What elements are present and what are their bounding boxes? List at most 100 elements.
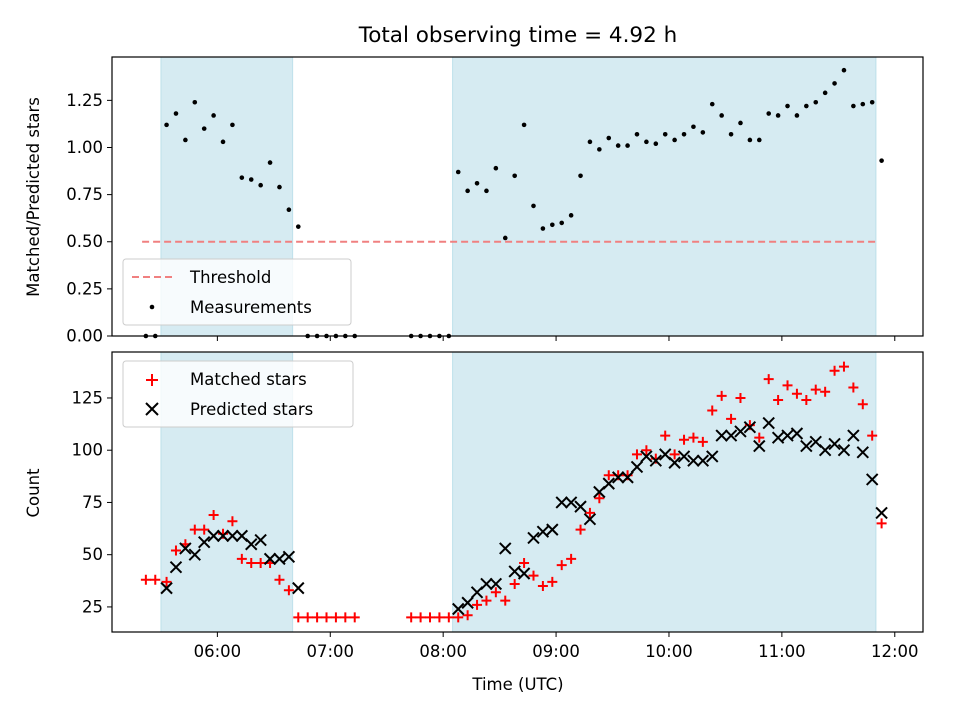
matched-point <box>669 449 680 460</box>
measurement-point <box>239 175 245 180</box>
predicted-point <box>555 496 568 509</box>
predicted-point <box>254 533 267 547</box>
matched-point <box>584 507 595 518</box>
matched-point <box>170 545 181 556</box>
top-ytick-label: 0.75 <box>66 185 103 204</box>
predicted-point <box>771 431 785 444</box>
measurement-point <box>597 147 602 152</box>
bottom-axes-frame <box>111 351 924 633</box>
matched-point <box>857 399 868 410</box>
matched-point <box>500 595 511 606</box>
predicted-point <box>245 538 258 551</box>
measurement-point <box>813 99 819 105</box>
measurement-point <box>286 207 292 212</box>
predicted-point <box>856 446 869 459</box>
predicted-point <box>546 523 559 536</box>
matched-point <box>528 570 539 581</box>
top-ytick-label: 1.25 <box>66 91 103 110</box>
predicted-point <box>640 450 653 463</box>
measurement-point <box>869 99 875 105</box>
predicted-point <box>696 454 710 467</box>
predicted-point <box>263 552 277 566</box>
predicted-point <box>677 450 691 463</box>
predicted-point <box>574 500 587 513</box>
matched-point <box>293 612 304 623</box>
matched-point <box>236 553 247 564</box>
bottom-ytick-label: 100 <box>72 441 104 460</box>
bottom-legend: Matched stars Predicted stars <box>122 360 354 428</box>
xtick-label: 12:00 <box>871 642 919 661</box>
measurement-point <box>502 235 508 241</box>
matched-point <box>453 612 464 623</box>
predicted-point <box>480 577 493 591</box>
matched-point <box>255 558 266 569</box>
measurement-point <box>521 122 527 128</box>
measurement-point <box>860 101 866 107</box>
matched-point <box>716 390 727 401</box>
predicted-point <box>197 535 211 549</box>
measurement-point <box>700 130 706 135</box>
predicted-point <box>687 454 700 467</box>
predicted-point <box>818 444 832 457</box>
predicted-point <box>527 531 540 545</box>
measurement-point <box>785 103 790 109</box>
threshold-legend-label: Threshold <box>189 268 271 287</box>
measurement-point <box>879 158 884 163</box>
matched-point <box>556 560 567 571</box>
measurement-point <box>267 160 273 165</box>
measurement-point <box>531 203 536 209</box>
measurement-point <box>756 137 762 143</box>
matched-point <box>481 595 492 606</box>
predicted-point <box>649 454 663 467</box>
matched-point <box>603 470 614 481</box>
bottom-ytick-label: 25 <box>82 597 103 616</box>
measurement-point <box>295 224 301 229</box>
matched-point <box>140 574 151 585</box>
matched-point <box>340 612 351 623</box>
chart-title: Total observing time = 4.92 h <box>358 23 678 48</box>
measurement-point <box>794 113 800 118</box>
matched-point <box>150 574 161 585</box>
predicted-point <box>583 512 597 526</box>
predicted-point <box>875 506 888 520</box>
top-ylabel: Matched/Predicted stars <box>24 97 43 297</box>
matched-point <box>631 449 642 460</box>
measurement-point <box>559 220 565 226</box>
predicted-point <box>226 529 239 543</box>
measurement-point <box>578 173 583 179</box>
matched-point <box>547 576 558 587</box>
matched-point <box>575 524 586 535</box>
predicted-point <box>273 552 286 566</box>
bottom-shaded-interval <box>452 351 877 633</box>
predicted-point <box>781 429 794 442</box>
predicted-point <box>216 529 230 543</box>
matched-point <box>161 576 172 587</box>
bottom-xlabel: Time (UTC) <box>471 675 563 694</box>
matched-point <box>726 413 737 424</box>
top-legend: Threshold Measurements <box>122 258 352 326</box>
measurement-point <box>672 137 677 143</box>
measurement-point <box>634 131 640 137</box>
matched-point <box>688 432 699 443</box>
predicted-point <box>743 421 757 434</box>
measurement-point <box>644 139 649 145</box>
predicted-point <box>489 577 503 591</box>
measurement-point <box>230 122 235 128</box>
measurement-point <box>568 213 574 218</box>
matched-point <box>735 392 746 403</box>
matched-point <box>199 524 210 535</box>
top-axes-frame <box>111 56 924 337</box>
measurement-point <box>173 111 179 116</box>
xtick-label: 07:00 <box>306 642 354 661</box>
predicted-point <box>753 439 766 453</box>
xtick-label: 11:00 <box>758 642 806 661</box>
measurement-point <box>201 126 207 131</box>
measurement-point <box>709 101 715 107</box>
measurement-point <box>540 226 546 231</box>
matched-point <box>838 361 849 372</box>
measurement-point <box>653 141 659 147</box>
bottom-ytick-label: 50 <box>82 545 103 564</box>
predicted-point <box>188 548 202 561</box>
matched-point <box>349 612 360 623</box>
predicted-point <box>621 471 634 484</box>
